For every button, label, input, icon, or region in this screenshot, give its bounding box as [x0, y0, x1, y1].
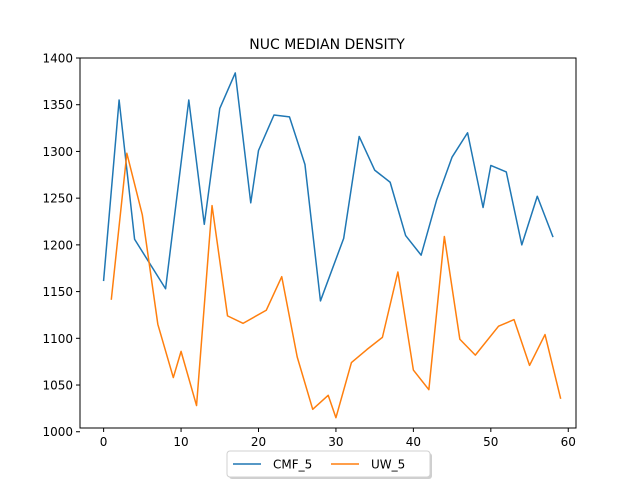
- x-tick-label: 10: [173, 435, 188, 449]
- legend: CMF_5 UW_5: [226, 450, 432, 479]
- series-line-cmf-5: [102, 72, 554, 302]
- x-axis: 0 10 20 30 40 50 60: [100, 428, 576, 449]
- y-tick-label: 1250: [42, 192, 73, 206]
- y-tick-label: 1150: [42, 285, 73, 299]
- y-tick-label: 1400: [42, 52, 73, 66]
- legend-box: [226, 450, 431, 478]
- y-tick-label: 1350: [42, 98, 73, 112]
- y-tick-label: 1100: [42, 332, 73, 346]
- y-tick-label: 1300: [42, 145, 73, 159]
- legend-label: CMF_5: [273, 458, 312, 472]
- series-layer: [102, 72, 562, 419]
- legend-label: UW_5: [371, 458, 405, 472]
- y-axis: 1000 1050 1100 1150 1200 1250 1300 1350 1400: [42, 52, 80, 439]
- series-line-uw-5: [110, 152, 562, 419]
- y-tick-label: 1050: [42, 379, 73, 393]
- y-tick-label: 1000: [42, 425, 73, 439]
- x-tick-label: 40: [406, 435, 421, 449]
- x-tick-label: 50: [483, 435, 498, 449]
- x-tick-label: 30: [328, 435, 343, 449]
- y-tick-label: 1200: [42, 238, 73, 252]
- x-tick-label: 0: [100, 435, 108, 449]
- x-tick-label: 60: [561, 435, 576, 449]
- x-tick-label: 20: [251, 435, 266, 449]
- plot-frame: [79, 57, 577, 429]
- chart-title: NUC MEDIAN DENSITY: [249, 37, 405, 53]
